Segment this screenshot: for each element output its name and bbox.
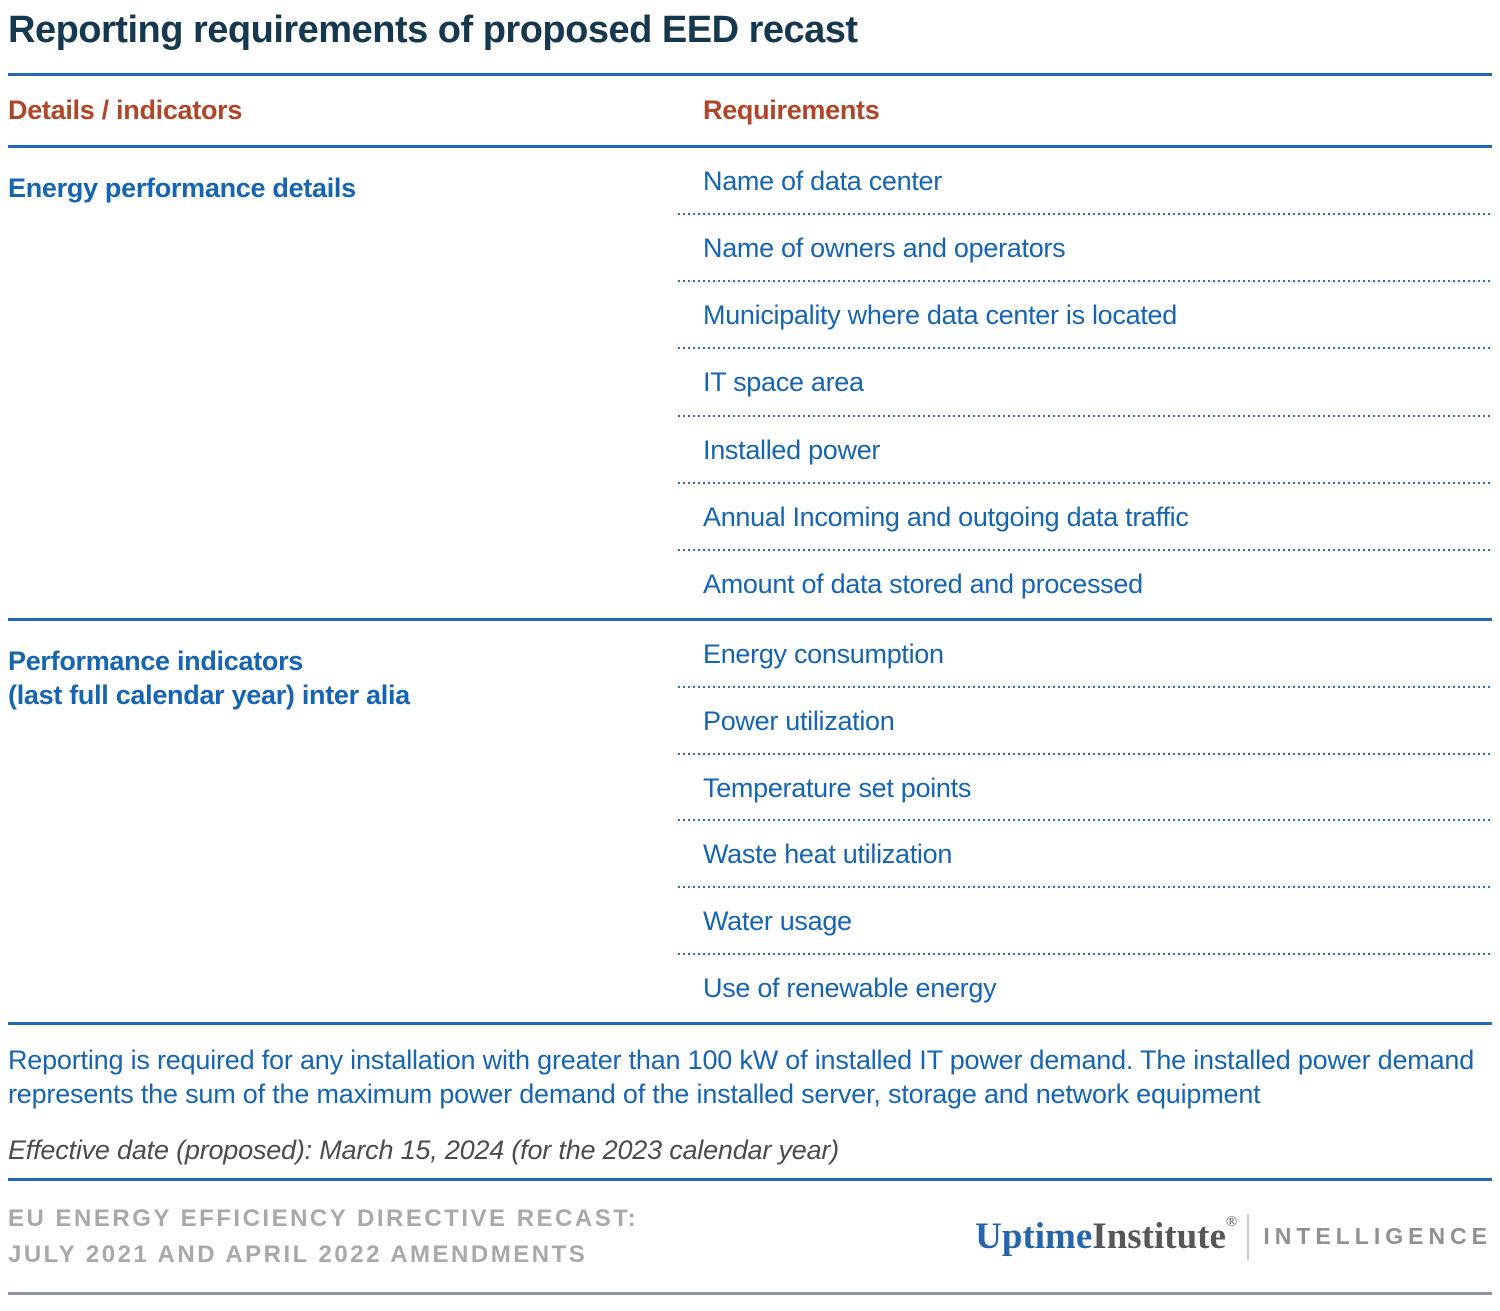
table-row: Amount of data stored and processed bbox=[678, 551, 1492, 618]
source-line-2: JULY 2021 AND APRIL 2022 AMENDMENTS bbox=[8, 1240, 588, 1268]
requirement-label: Installed power bbox=[703, 434, 881, 465]
requirement-label: Use of renewable energy bbox=[703, 973, 997, 1004]
uptime-institute-logo: Uptime Institute ® INTELLIGENCE bbox=[975, 1213, 1492, 1260]
requirement-label: Name of data center bbox=[703, 166, 942, 197]
table-row: Municipality where data center is locate… bbox=[678, 282, 1492, 350]
section-performance-indicators: Performance indicators (last full calend… bbox=[8, 621, 1492, 1022]
table-row: Energy consumption bbox=[678, 621, 1492, 688]
header-cell-details: Details / indicators bbox=[8, 95, 678, 126]
section-2-items: Energy consumption Power utilization Tem… bbox=[678, 621, 1492, 1022]
table-row: Name of owners and operators bbox=[678, 215, 1492, 283]
source-attribution: EU ENERGY EFFICIENCY DIRECTIVE RECAST: J… bbox=[8, 1201, 638, 1273]
section-label-cell: Performance indicators (last full calend… bbox=[8, 621, 678, 1022]
requirement-label: Waste heat utilization bbox=[703, 839, 953, 870]
requirement-label: Name of owners and operators bbox=[703, 233, 1066, 264]
figure-page: Reporting requirements of proposed EED r… bbox=[0, 8, 1500, 1311]
table-row: Temperature set points bbox=[678, 755, 1492, 822]
table-header-row: Details / indicators Requirements bbox=[8, 76, 1492, 145]
table-row: Use of renewable energy bbox=[678, 955, 1492, 1022]
registered-trademark-icon: ® bbox=[1225, 1214, 1238, 1230]
source-line-1: EU ENERGY EFFICIENCY DIRECTIVE RECAST: bbox=[8, 1204, 639, 1232]
table-row: Waste heat utilization bbox=[678, 821, 1492, 889]
requirements-header: Requirements bbox=[703, 95, 880, 125]
requirement-label: Municipality where data center is locate… bbox=[703, 300, 1177, 331]
requirement-label: Power utilization bbox=[703, 705, 895, 736]
section-2-label: Performance indicators bbox=[8, 646, 304, 676]
effective-date-note: Effective date (proposed): March 15, 202… bbox=[8, 1135, 839, 1165]
requirement-label: Amount of data stored and processed bbox=[703, 568, 1143, 599]
header-cell-requirements: Requirements bbox=[678, 95, 1492, 126]
logo-uptime-text: Uptime bbox=[975, 1215, 1093, 1257]
requirement-label: Annual Incoming and outgoing data traffi… bbox=[703, 501, 1189, 532]
section-label-cell: Energy performance details bbox=[8, 148, 678, 618]
footer: EU ENERGY EFFICIENCY DIRECTIVE RECAST: J… bbox=[8, 1181, 1492, 1292]
divider-header bbox=[8, 145, 1492, 148]
divider-top bbox=[8, 73, 1492, 76]
divider-bottom bbox=[8, 1292, 1492, 1295]
details-indicators-header: Details / indicators bbox=[8, 95, 243, 125]
section-2-label-line2: (last full calendar year) inter alia bbox=[8, 680, 410, 710]
section-1-label: Energy performance details bbox=[8, 173, 356, 203]
logo-institute-text: Institute bbox=[1092, 1215, 1226, 1257]
table-row: Power utilization bbox=[678, 688, 1492, 755]
requirement-label: Temperature set points bbox=[703, 772, 972, 803]
section-1-items: Name of data center Name of owners and o… bbox=[678, 148, 1492, 618]
table-row: Annual Incoming and outgoing data traffi… bbox=[678, 484, 1492, 551]
reporting-note: Reporting is required for any installati… bbox=[8, 1045, 1475, 1109]
requirement-label: Water usage bbox=[703, 906, 852, 937]
divider-table-bottom bbox=[8, 1022, 1492, 1025]
logo-intelligence-text: INTELLIGENCE bbox=[1263, 1223, 1492, 1249]
section-energy-performance: Energy performance details Name of data … bbox=[8, 148, 1492, 618]
divider-footer-top bbox=[8, 1178, 1492, 1181]
page-title: Reporting requirements of proposed EED r… bbox=[8, 9, 858, 51]
table-row: Installed power bbox=[678, 417, 1492, 484]
requirement-label: Energy consumption bbox=[703, 638, 944, 669]
table-row: Name of data center bbox=[678, 148, 1492, 216]
table-row: Water usage bbox=[678, 888, 1492, 955]
logo-divider bbox=[1247, 1213, 1250, 1260]
requirement-label: IT space area bbox=[703, 367, 864, 398]
table-row: IT space area bbox=[678, 349, 1492, 417]
divider-section bbox=[8, 618, 1492, 621]
